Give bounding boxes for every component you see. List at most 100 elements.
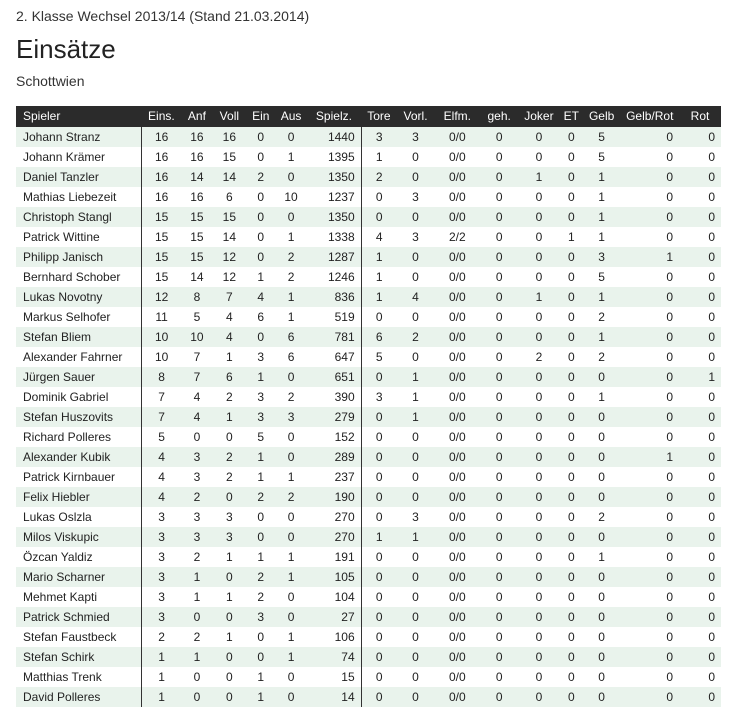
- col-vorlagen-cell: 0: [396, 247, 435, 267]
- col-anfang-header[interactable]: Anf: [181, 106, 213, 127]
- col-ein-cell: 0: [246, 147, 276, 167]
- col-einsaetze-cell: 3: [141, 587, 182, 607]
- col-gelb-rot-cell: 0: [620, 267, 680, 287]
- table-row: Stefan Schirk 1 1 0 0 1 74 0 0 0/0 0 0 0 0 0 0: [16, 647, 721, 667]
- col-einsaetze-cell: 3: [141, 607, 182, 627]
- col-joker-cell: 0: [518, 647, 560, 667]
- col-tore-cell: 1: [361, 147, 397, 167]
- player-name-cell[interactable]: Mehmet Kapti: [16, 587, 143, 607]
- player-name-cell[interactable]: Stefan Huszovits: [16, 407, 143, 427]
- col-gelb-rot-cell: 1: [620, 247, 680, 267]
- col-vorlagen-cell: 1: [396, 387, 435, 407]
- col-gelb-rot-cell: 0: [620, 467, 680, 487]
- player-name-cell[interactable]: Lukas Novotny: [16, 287, 143, 307]
- col-gelb-cell: 0: [582, 487, 621, 507]
- player-name-cell[interactable]: Dominik Gabriel: [16, 387, 143, 407]
- col-aus-header[interactable]: Aus: [275, 106, 307, 127]
- player-name-cell[interactable]: Stefan Faustbeck: [16, 627, 143, 647]
- col-aus-cell: 0: [275, 427, 307, 447]
- col-tore-header[interactable]: Tore: [361, 106, 397, 127]
- col-vorlagen-cell: 3: [396, 127, 435, 147]
- col-voll-cell: 0: [212, 647, 247, 667]
- col-spielzeit-header[interactable]: Spielz.: [306, 106, 362, 127]
- col-elfmeter-cell: 2/2: [434, 227, 481, 247]
- player-name-cell[interactable]: Felix Hiebler: [16, 487, 143, 507]
- col-ein-cell: 0: [246, 127, 276, 147]
- table-row: Johann Stranz 16 16 16 0 0 1440 3 3 0/0 0 0 0 5 0 0: [16, 127, 721, 147]
- player-name-cell[interactable]: Daniel Tanzler: [16, 167, 143, 187]
- col-tore-cell: 0: [361, 507, 397, 527]
- player-name-cell[interactable]: Matthias Trenk: [16, 667, 143, 687]
- player-name-cell[interactable]: Johann Krämer: [16, 147, 143, 167]
- col-tore-cell: 0: [361, 667, 397, 687]
- player-name-cell[interactable]: Patrick Kirnbauer: [16, 467, 143, 487]
- col-et-cell: 0: [559, 527, 583, 547]
- player-name-cell[interactable]: Patrick Wittine: [16, 227, 143, 247]
- col-ein-header[interactable]: Ein: [246, 106, 276, 127]
- col-rot-cell: 0: [679, 587, 721, 607]
- col-vorlagen-cell: 0: [396, 587, 435, 607]
- col-spielzeit-cell: 1246: [306, 267, 362, 287]
- player-name-cell[interactable]: Milos Viskupic: [16, 527, 143, 547]
- col-et-cell: 0: [559, 207, 583, 227]
- player-name-cell[interactable]: Richard Polleres: [16, 427, 143, 447]
- player-name-cell[interactable]: David Polleres: [16, 687, 143, 707]
- col-rot-cell: 0: [679, 567, 721, 587]
- col-et-header[interactable]: ET: [559, 106, 583, 127]
- col-spieler-header[interactable]: Spieler: [16, 106, 142, 127]
- player-name-cell[interactable]: Johann Stranz: [16, 127, 143, 147]
- col-joker-cell: 0: [518, 607, 560, 627]
- table-body: Johann Stranz 16 16 16 0 0 1440 3 3 0/0 0 0 0 5 0 0 Joha…: [16, 127, 721, 707]
- player-name-cell[interactable]: Alexander Kubik: [16, 447, 143, 467]
- player-name-cell[interactable]: Stefan Bliem: [16, 327, 143, 347]
- table-row: Bernhard Schober 15 14 12 1 2 1246 1 0 0/0 0 0 0 5 0 0: [16, 267, 721, 287]
- col-joker-cell: 0: [518, 307, 560, 327]
- player-name-cell[interactable]: Alexander Fahrner: [16, 347, 143, 367]
- player-name-cell[interactable]: Patrick Schmied: [16, 607, 143, 627]
- col-gehalten-cell: 0: [480, 567, 518, 587]
- player-name-cell[interactable]: Stefan Schirk: [16, 647, 143, 667]
- player-name-cell[interactable]: Christoph Stangl: [16, 207, 143, 227]
- col-et-cell: 0: [559, 327, 583, 347]
- col-aus-cell: 1: [275, 647, 307, 667]
- col-rot-header[interactable]: Rot: [679, 106, 721, 127]
- col-gehalten-header[interactable]: geh.: [480, 106, 518, 127]
- col-et-cell: 0: [559, 187, 583, 207]
- player-name-cell[interactable]: Mathias Liebezeit: [16, 187, 143, 207]
- player-name-cell[interactable]: Lukas Oslzla: [16, 507, 143, 527]
- col-spielzeit-cell: 836: [306, 287, 362, 307]
- player-name-cell[interactable]: Özcan Yaldiz: [16, 547, 143, 567]
- col-joker-header[interactable]: Joker: [518, 106, 560, 127]
- player-name-cell[interactable]: Mario Scharner: [16, 567, 143, 587]
- player-name-cell[interactable]: Markus Selhofer: [16, 307, 143, 327]
- player-name-cell[interactable]: Bernhard Schober: [16, 267, 143, 287]
- col-voll-cell: 4: [212, 307, 247, 327]
- col-elfmeter-cell: 0/0: [434, 187, 481, 207]
- col-vorlagen-header[interactable]: Vorl.: [396, 106, 435, 127]
- table-row: Stefan Huszovits 7 4 1 3 3 279 0 1 0/0 0 0 0 0 0 0: [16, 407, 721, 427]
- col-tore-cell: 0: [361, 307, 397, 327]
- col-gelb-rot-cell: 0: [620, 547, 680, 567]
- col-gelb-rot-header[interactable]: Gelb/Rot: [620, 106, 680, 127]
- col-einsaetze-cell: 15: [141, 207, 182, 227]
- col-aus-cell: 0: [275, 447, 307, 467]
- col-elfmeter-header[interactable]: Elfm.: [434, 106, 481, 127]
- col-gehalten-cell: 0: [480, 547, 518, 567]
- player-name-cell[interactable]: Jürgen Sauer: [16, 367, 143, 387]
- col-rot-cell: 0: [679, 327, 721, 347]
- col-et-cell: 0: [559, 427, 583, 447]
- col-rot-cell: 0: [679, 387, 721, 407]
- col-einsaetze-header[interactable]: Eins.: [141, 106, 182, 127]
- col-voll-cell: 4: [212, 327, 247, 347]
- table-row: Mario Scharner 3 1 0 2 1 105 0 0 0/0 0 0 0 0 0 0: [16, 567, 721, 587]
- col-joker-cell: 0: [518, 667, 560, 687]
- col-ein-cell: 1: [246, 667, 276, 687]
- col-gehalten-cell: 0: [480, 207, 518, 227]
- col-aus-cell: 3: [275, 407, 307, 427]
- col-gelb-rot-cell: 0: [620, 147, 680, 167]
- player-name-cell[interactable]: Philipp Janisch: [16, 247, 143, 267]
- col-gelb-header[interactable]: Gelb: [582, 106, 621, 127]
- col-voll-header[interactable]: Voll: [212, 106, 247, 127]
- col-einsaetze-cell: 4: [141, 447, 182, 467]
- col-voll-cell: 2: [212, 387, 247, 407]
